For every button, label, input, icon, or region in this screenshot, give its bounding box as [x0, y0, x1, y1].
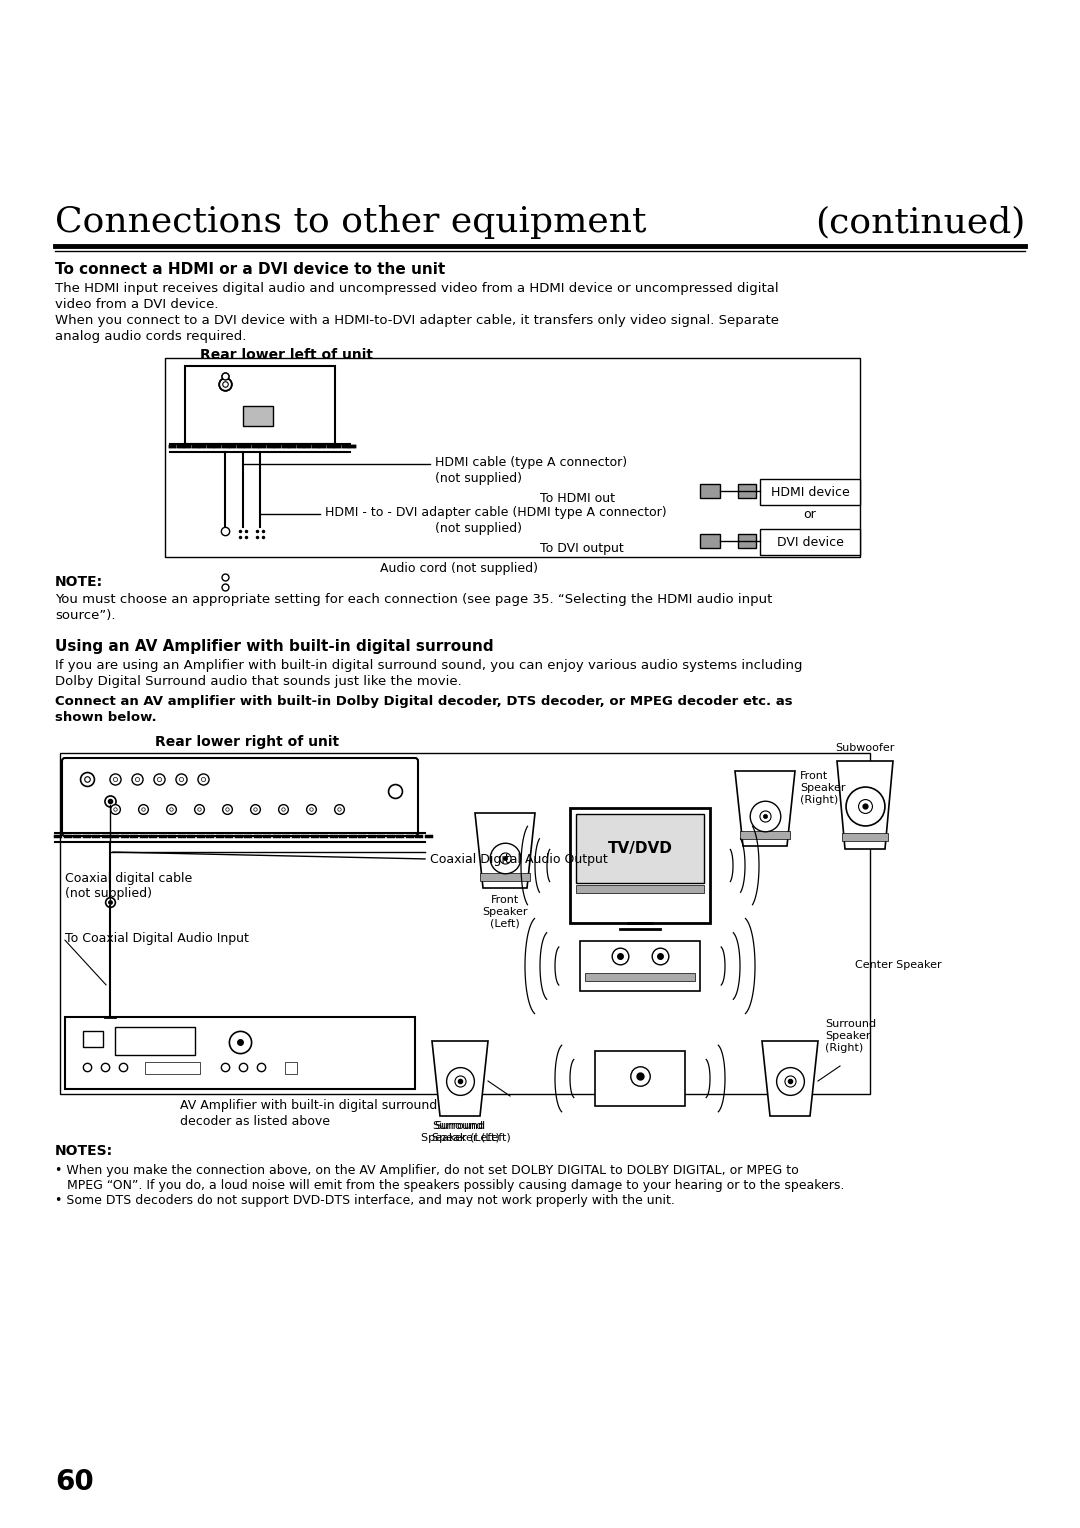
Text: Front: Front	[491, 895, 519, 905]
Bar	[738, 533, 756, 549]
Text: AV Amplifier with built-in digital surround: AV Amplifier with built-in digital surro…	[180, 1099, 437, 1112]
Text: Surround: Surround	[825, 1019, 876, 1028]
Text: Speaker: Speaker	[800, 782, 846, 793]
Text: Using an AV Amplifier with built-in digital surround: Using an AV Amplifier with built-in digi…	[55, 639, 494, 654]
Bar	[480, 872, 530, 882]
Bar	[738, 484, 756, 498]
Bar	[760, 478, 860, 504]
Text: Rear lower right of unit: Rear lower right of unit	[156, 735, 339, 749]
Text: To connect a HDMI or a DVI device to the unit: To connect a HDMI or a DVI device to the…	[55, 261, 445, 277]
Bar	[243, 406, 273, 426]
Bar	[165, 358, 860, 558]
Text: (continued): (continued)	[814, 205, 1025, 238]
Text: To HDMI out: To HDMI out	[540, 492, 615, 504]
Text: decoder as listed above: decoder as listed above	[180, 1115, 330, 1128]
Bar	[243, 406, 273, 426]
Text: HDMI cable (type A connector): HDMI cable (type A connector)	[435, 455, 627, 469]
Polygon shape	[475, 813, 535, 888]
Text: Front: Front	[800, 772, 828, 781]
Bar	[254, 527, 266, 545]
Text: To DVI output: To DVI output	[540, 542, 624, 555]
Bar	[185, 367, 335, 445]
Text: DVI device: DVI device	[777, 535, 843, 549]
Bar	[576, 814, 704, 883]
Text: Connect an AV amplifier with built-in Dolby Digital decoder, DTS decoder, or MPE: Connect an AV amplifier with built-in Do…	[55, 695, 793, 707]
Text: Audio cord (not supplied): Audio cord (not supplied)	[380, 562, 538, 575]
Bar	[700, 484, 720, 498]
Text: Speaker: Speaker	[825, 1031, 870, 1041]
Text: Coaxial Digital Audio Output: Coaxial Digital Audio Output	[430, 853, 608, 866]
Text: MPEG “ON”. If you do, a loud noise will emit from the speakers possibly causing : MPEG “ON”. If you do, a loud noise will …	[67, 1180, 845, 1192]
Text: (not supplied): (not supplied)	[65, 886, 152, 900]
Bar	[740, 831, 789, 839]
Text: analog audio cords required.: analog audio cords required.	[55, 330, 246, 342]
Text: TV/DVD: TV/DVD	[608, 840, 673, 856]
Text: The HDMI input receives digital audio and uncompressed video from a HDMI device : The HDMI input receives digital audio an…	[55, 283, 779, 295]
Bar	[114, 1027, 195, 1054]
Text: Rear lower left of unit: Rear lower left of unit	[200, 348, 373, 362]
Text: Subwoofer: Subwoofer	[835, 743, 894, 753]
Text: NOTE:: NOTE:	[55, 575, 103, 588]
Text: or: or	[804, 507, 816, 521]
Bar	[237, 527, 249, 542]
Text: Center Speaker: Center Speaker	[855, 960, 942, 970]
Text: Coaxial digital cable: Coaxial digital cable	[65, 872, 192, 885]
Text: Surround: Surround	[434, 1122, 486, 1131]
Text: To Coaxial Digital Audio Input: To Coaxial Digital Audio Input	[65, 932, 248, 944]
Bar	[576, 885, 704, 892]
Bar	[185, 367, 335, 445]
Text: Dolby Digital Surround audio that sounds just like the movie.: Dolby Digital Surround audio that sounds…	[55, 675, 462, 688]
Polygon shape	[837, 761, 893, 850]
Polygon shape	[432, 1041, 488, 1115]
Bar	[760, 529, 860, 555]
Bar	[700, 533, 720, 549]
Bar	[246, 410, 270, 423]
Text: When you connect to a DVI device with a HDMI-to-DVI adapter cable, it transfers : When you connect to a DVI device with a …	[55, 313, 779, 327]
Text: (not supplied): (not supplied)	[435, 523, 522, 535]
Text: 60: 60	[55, 1468, 94, 1496]
Text: shown below.: shown below.	[55, 711, 157, 724]
Bar	[83, 1031, 103, 1047]
Bar	[585, 973, 696, 981]
Text: Speaker (Left): Speaker (Left)	[432, 1132, 511, 1143]
Text: video from a DVI device.: video from a DVI device.	[55, 298, 218, 312]
Bar	[580, 941, 700, 992]
Text: source”).: source”).	[55, 610, 116, 622]
Text: HDMI device: HDMI device	[771, 486, 849, 498]
Bar	[842, 833, 888, 840]
Text: Connections to other equipment: Connections to other equipment	[55, 205, 647, 238]
FancyBboxPatch shape	[62, 758, 418, 836]
Bar	[65, 1018, 415, 1089]
Text: HDMI - to - DVI adapter cable (HDMI type A connector): HDMI - to - DVI adapter cable (HDMI type…	[325, 506, 666, 520]
Bar	[595, 1051, 685, 1106]
Text: • Some DTS decoders do not support DVD-DTS interface, and may not work properly : • Some DTS decoders do not support DVD-D…	[55, 1193, 675, 1207]
Polygon shape	[762, 1041, 818, 1115]
Text: NOTES:: NOTES:	[55, 1144, 113, 1158]
Text: You must choose an appropriate setting for each connection (see page 35. “Select: You must choose an appropriate setting f…	[55, 593, 772, 607]
Text: (Right): (Right)	[800, 795, 838, 805]
Text: Speaker: Speaker	[483, 908, 528, 917]
Text: (Right): (Right)	[825, 1044, 863, 1053]
Bar	[285, 1062, 297, 1074]
Polygon shape	[735, 772, 795, 847]
Text: • When you make the connection above, on the AV Amplifier, do not set DOLBY DIGI: • When you make the connection above, on…	[55, 1164, 799, 1177]
Bar	[145, 1062, 200, 1074]
Text: Surround: Surround	[432, 1122, 483, 1131]
Text: (Left): (Left)	[490, 918, 519, 929]
Text: (not supplied): (not supplied)	[435, 472, 522, 484]
Bar	[60, 753, 870, 1094]
Text: Speaker (Left): Speaker (Left)	[420, 1132, 499, 1143]
Text: If you are using an Amplifier with built-in digital surround sound, you can enjo: If you are using an Amplifier with built…	[55, 659, 802, 672]
Bar	[570, 808, 710, 923]
